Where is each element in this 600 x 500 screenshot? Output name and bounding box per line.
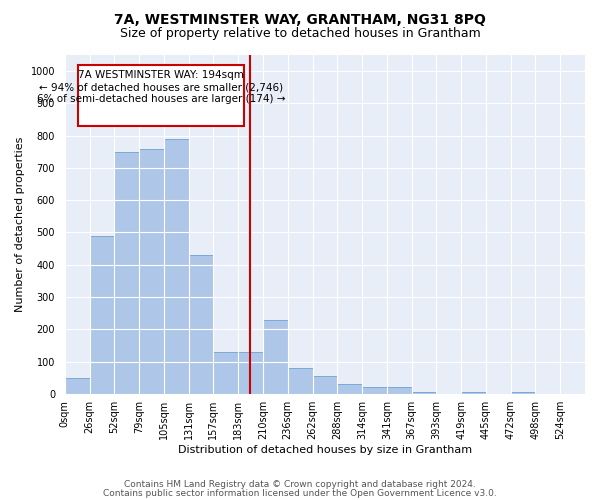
- Bar: [288, 368, 313, 394]
- Bar: [263, 320, 288, 394]
- Bar: [164, 139, 188, 394]
- Bar: [238, 352, 263, 394]
- Bar: [387, 388, 412, 394]
- Text: 7A WESTMINSTER WAY: 194sqm: 7A WESTMINSTER WAY: 194sqm: [79, 70, 244, 80]
- FancyBboxPatch shape: [79, 64, 244, 126]
- Text: 7A, WESTMINSTER WAY, GRANTHAM, NG31 8PQ: 7A, WESTMINSTER WAY, GRANTHAM, NG31 8PQ: [114, 12, 486, 26]
- Bar: [362, 388, 387, 394]
- Bar: [115, 152, 139, 394]
- Bar: [511, 392, 535, 394]
- Bar: [139, 148, 164, 394]
- Bar: [461, 392, 486, 394]
- Text: Contains HM Land Registry data © Crown copyright and database right 2024.: Contains HM Land Registry data © Crown c…: [124, 480, 476, 489]
- Bar: [89, 236, 115, 394]
- Text: Size of property relative to detached houses in Grantham: Size of property relative to detached ho…: [119, 28, 481, 40]
- Bar: [337, 384, 362, 394]
- Bar: [412, 392, 436, 394]
- X-axis label: Distribution of detached houses by size in Grantham: Distribution of detached houses by size …: [178, 445, 472, 455]
- Bar: [214, 352, 238, 394]
- Text: ← 94% of detached houses are smaller (2,746): ← 94% of detached houses are smaller (2,…: [40, 82, 283, 92]
- Y-axis label: Number of detached properties: Number of detached properties: [15, 136, 25, 312]
- Bar: [188, 255, 214, 394]
- Text: Contains public sector information licensed under the Open Government Licence v3: Contains public sector information licen…: [103, 489, 497, 498]
- Text: 6% of semi-detached houses are larger (174) →: 6% of semi-detached houses are larger (1…: [37, 94, 286, 104]
- Bar: [65, 378, 89, 394]
- Bar: [313, 376, 337, 394]
